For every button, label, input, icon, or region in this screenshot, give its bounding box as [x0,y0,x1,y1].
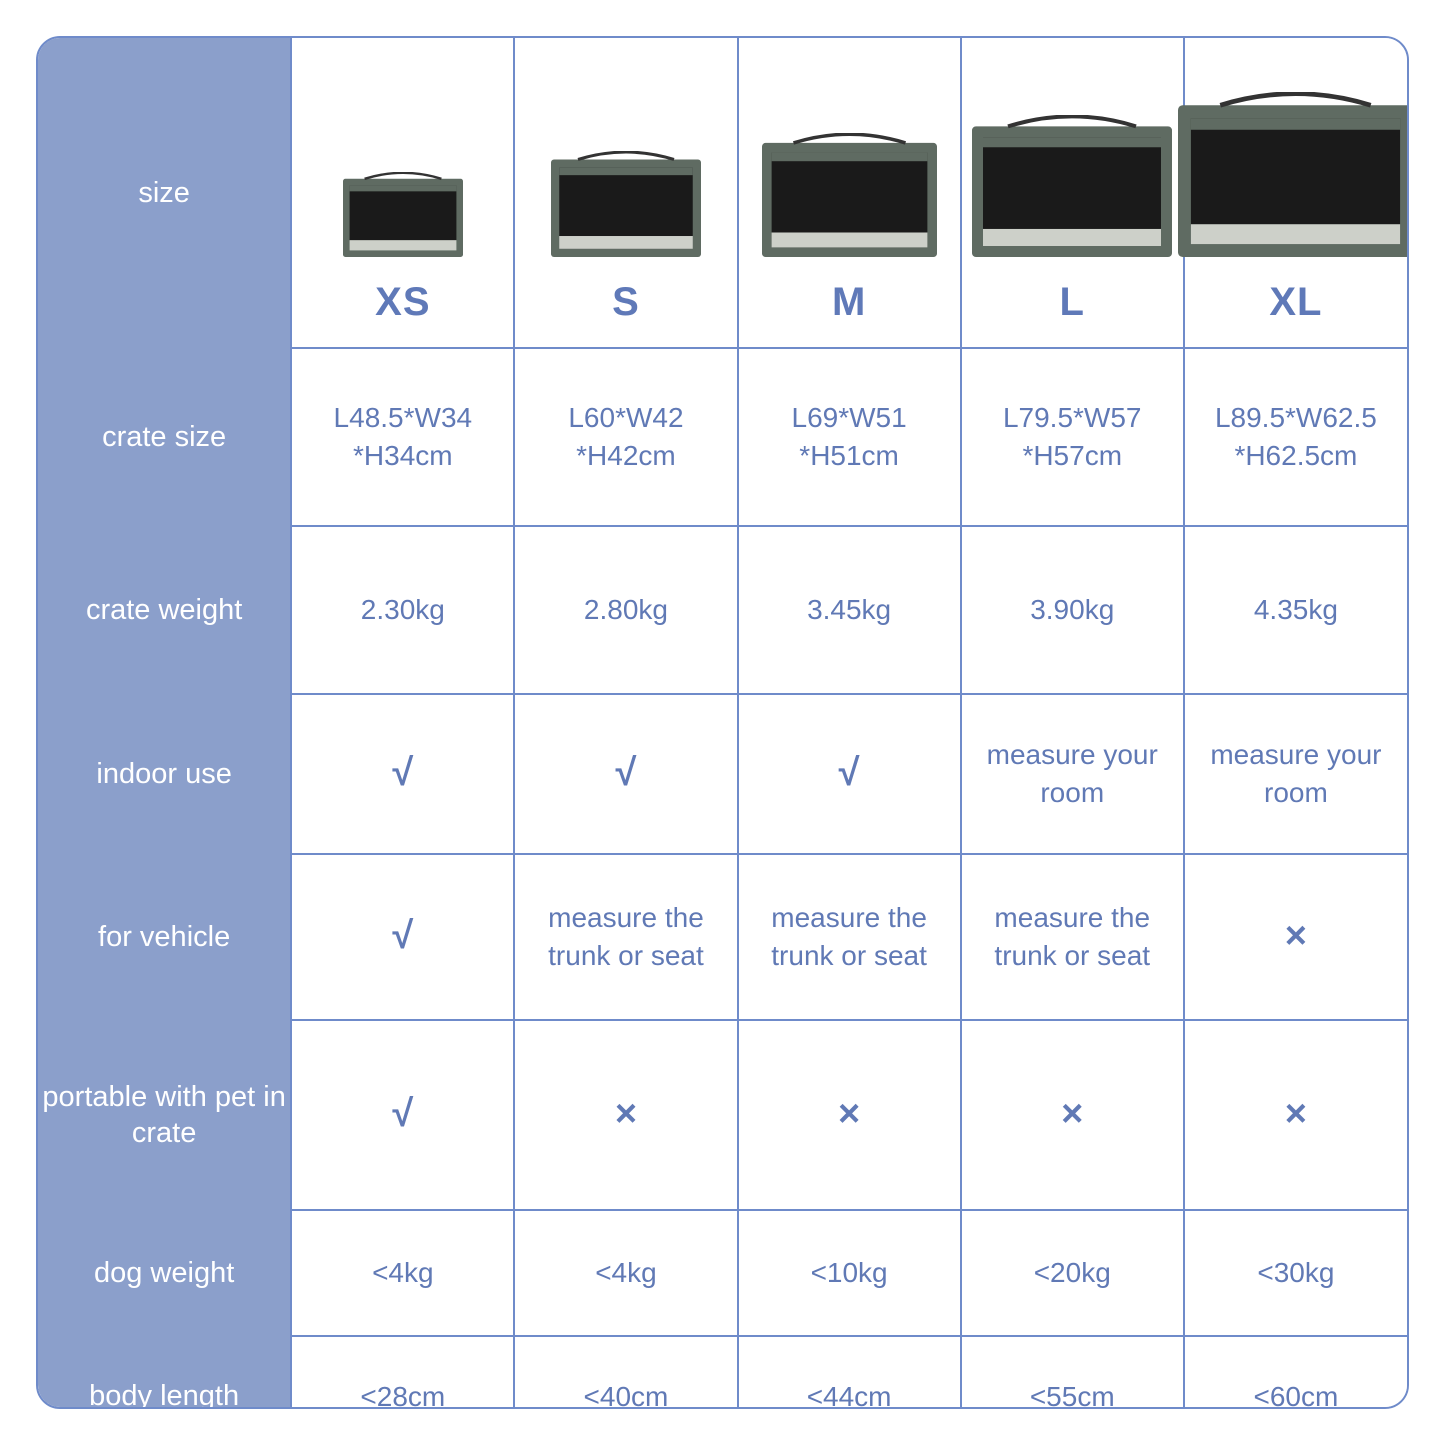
cell-crate-weight: 3.45kg [738,526,961,694]
cell-crate-weight: 2.30kg [291,526,514,694]
size-label: M [832,275,866,329]
cell-portable: √ [291,1020,514,1210]
cell-portable: × [961,1020,1184,1210]
cell-portable: × [738,1020,961,1210]
crate-icon [972,115,1172,257]
header-cell-m: M [738,38,961,348]
crate-icon [551,151,701,257]
size-label: L [1060,275,1085,329]
header-cell-xs: XS [291,38,514,348]
size-label: XL [1269,275,1322,329]
cell-crate-weight: 3.90kg [961,526,1184,694]
table-row: for vehicle √ measure the trunk or seat … [38,854,1407,1020]
header-cell-s: S [514,38,737,348]
cell-indoor-use: √ [738,694,961,854]
cell-body-length: <40cm [514,1336,737,1409]
cell-indoor-use: √ [514,694,737,854]
cell-for-vehicle: measure the trunk or seat [961,854,1184,1020]
cell-for-vehicle: measure the trunk or seat [738,854,961,1020]
table-row: crate size L48.5*W34 *H34cm L60*W42 *H42… [38,348,1407,526]
cell-dog-weight: <30kg [1184,1210,1407,1336]
crate-icon [1178,92,1409,257]
cell-crate-weight: 2.80kg [514,526,737,694]
cell-for-vehicle: √ [291,854,514,1020]
row-label-body-length: body length [38,1336,291,1409]
row-label-crate-size: crate size [38,348,291,526]
size-comparison-card: size XS S [36,36,1409,1409]
cell-crate-size: L69*W51 *H51cm [738,348,961,526]
cell-crate-size: L79.5*W57 *H57cm [961,348,1184,526]
row-label-indoor-use: indoor use [38,694,291,854]
row-label-portable: portable with pet in crate [38,1020,291,1210]
cell-crate-size: L48.5*W34 *H34cm [291,348,514,526]
cell-body-length: <28cm [291,1336,514,1409]
crate-icon [343,172,463,257]
header-cell-xl: XL [1184,38,1407,348]
header-cell-l: L [961,38,1184,348]
table-row: crate weight 2.30kg 2.80kg 3.45kg 3.90kg… [38,526,1407,694]
size-comparison-table: size XS S [38,38,1407,1409]
table-row: portable with pet in crate √ × × × × [38,1020,1407,1210]
cell-dog-weight: <4kg [291,1210,514,1336]
cell-indoor-use: measure your room [1184,694,1407,854]
table-row: dog weight <4kg <4kg <10kg <20kg <30kg [38,1210,1407,1336]
size-label: XS [375,275,430,329]
cell-body-length: <55cm [961,1336,1184,1409]
table-row: size XS S [38,38,1407,348]
cell-portable: × [1184,1020,1407,1210]
cell-indoor-use: √ [291,694,514,854]
crate-icon [762,133,937,257]
table-row: body length <28cm <40cm <44cm <55cm <60c… [38,1336,1407,1409]
row-label-for-vehicle: for vehicle [38,854,291,1020]
cell-indoor-use: measure your room [961,694,1184,854]
cell-dog-weight: <10kg [738,1210,961,1336]
cell-portable: × [514,1020,737,1210]
cell-dog-weight: <4kg [514,1210,737,1336]
row-label-crate-weight: crate weight [38,526,291,694]
size-label: S [612,275,640,329]
cell-crate-weight: 4.35kg [1184,526,1407,694]
table-row: indoor use √ √ √ measure your room measu… [38,694,1407,854]
cell-for-vehicle: × [1184,854,1407,1020]
row-label-dog-weight: dog weight [38,1210,291,1336]
cell-body-length: <60cm [1184,1336,1407,1409]
cell-dog-weight: <20kg [961,1210,1184,1336]
row-label-size: size [38,38,291,348]
cell-crate-size: L89.5*W62.5 *H62.5cm [1184,348,1407,526]
cell-for-vehicle: measure the trunk or seat [514,854,737,1020]
cell-body-length: <44cm [738,1336,961,1409]
cell-crate-size: L60*W42 *H42cm [514,348,737,526]
